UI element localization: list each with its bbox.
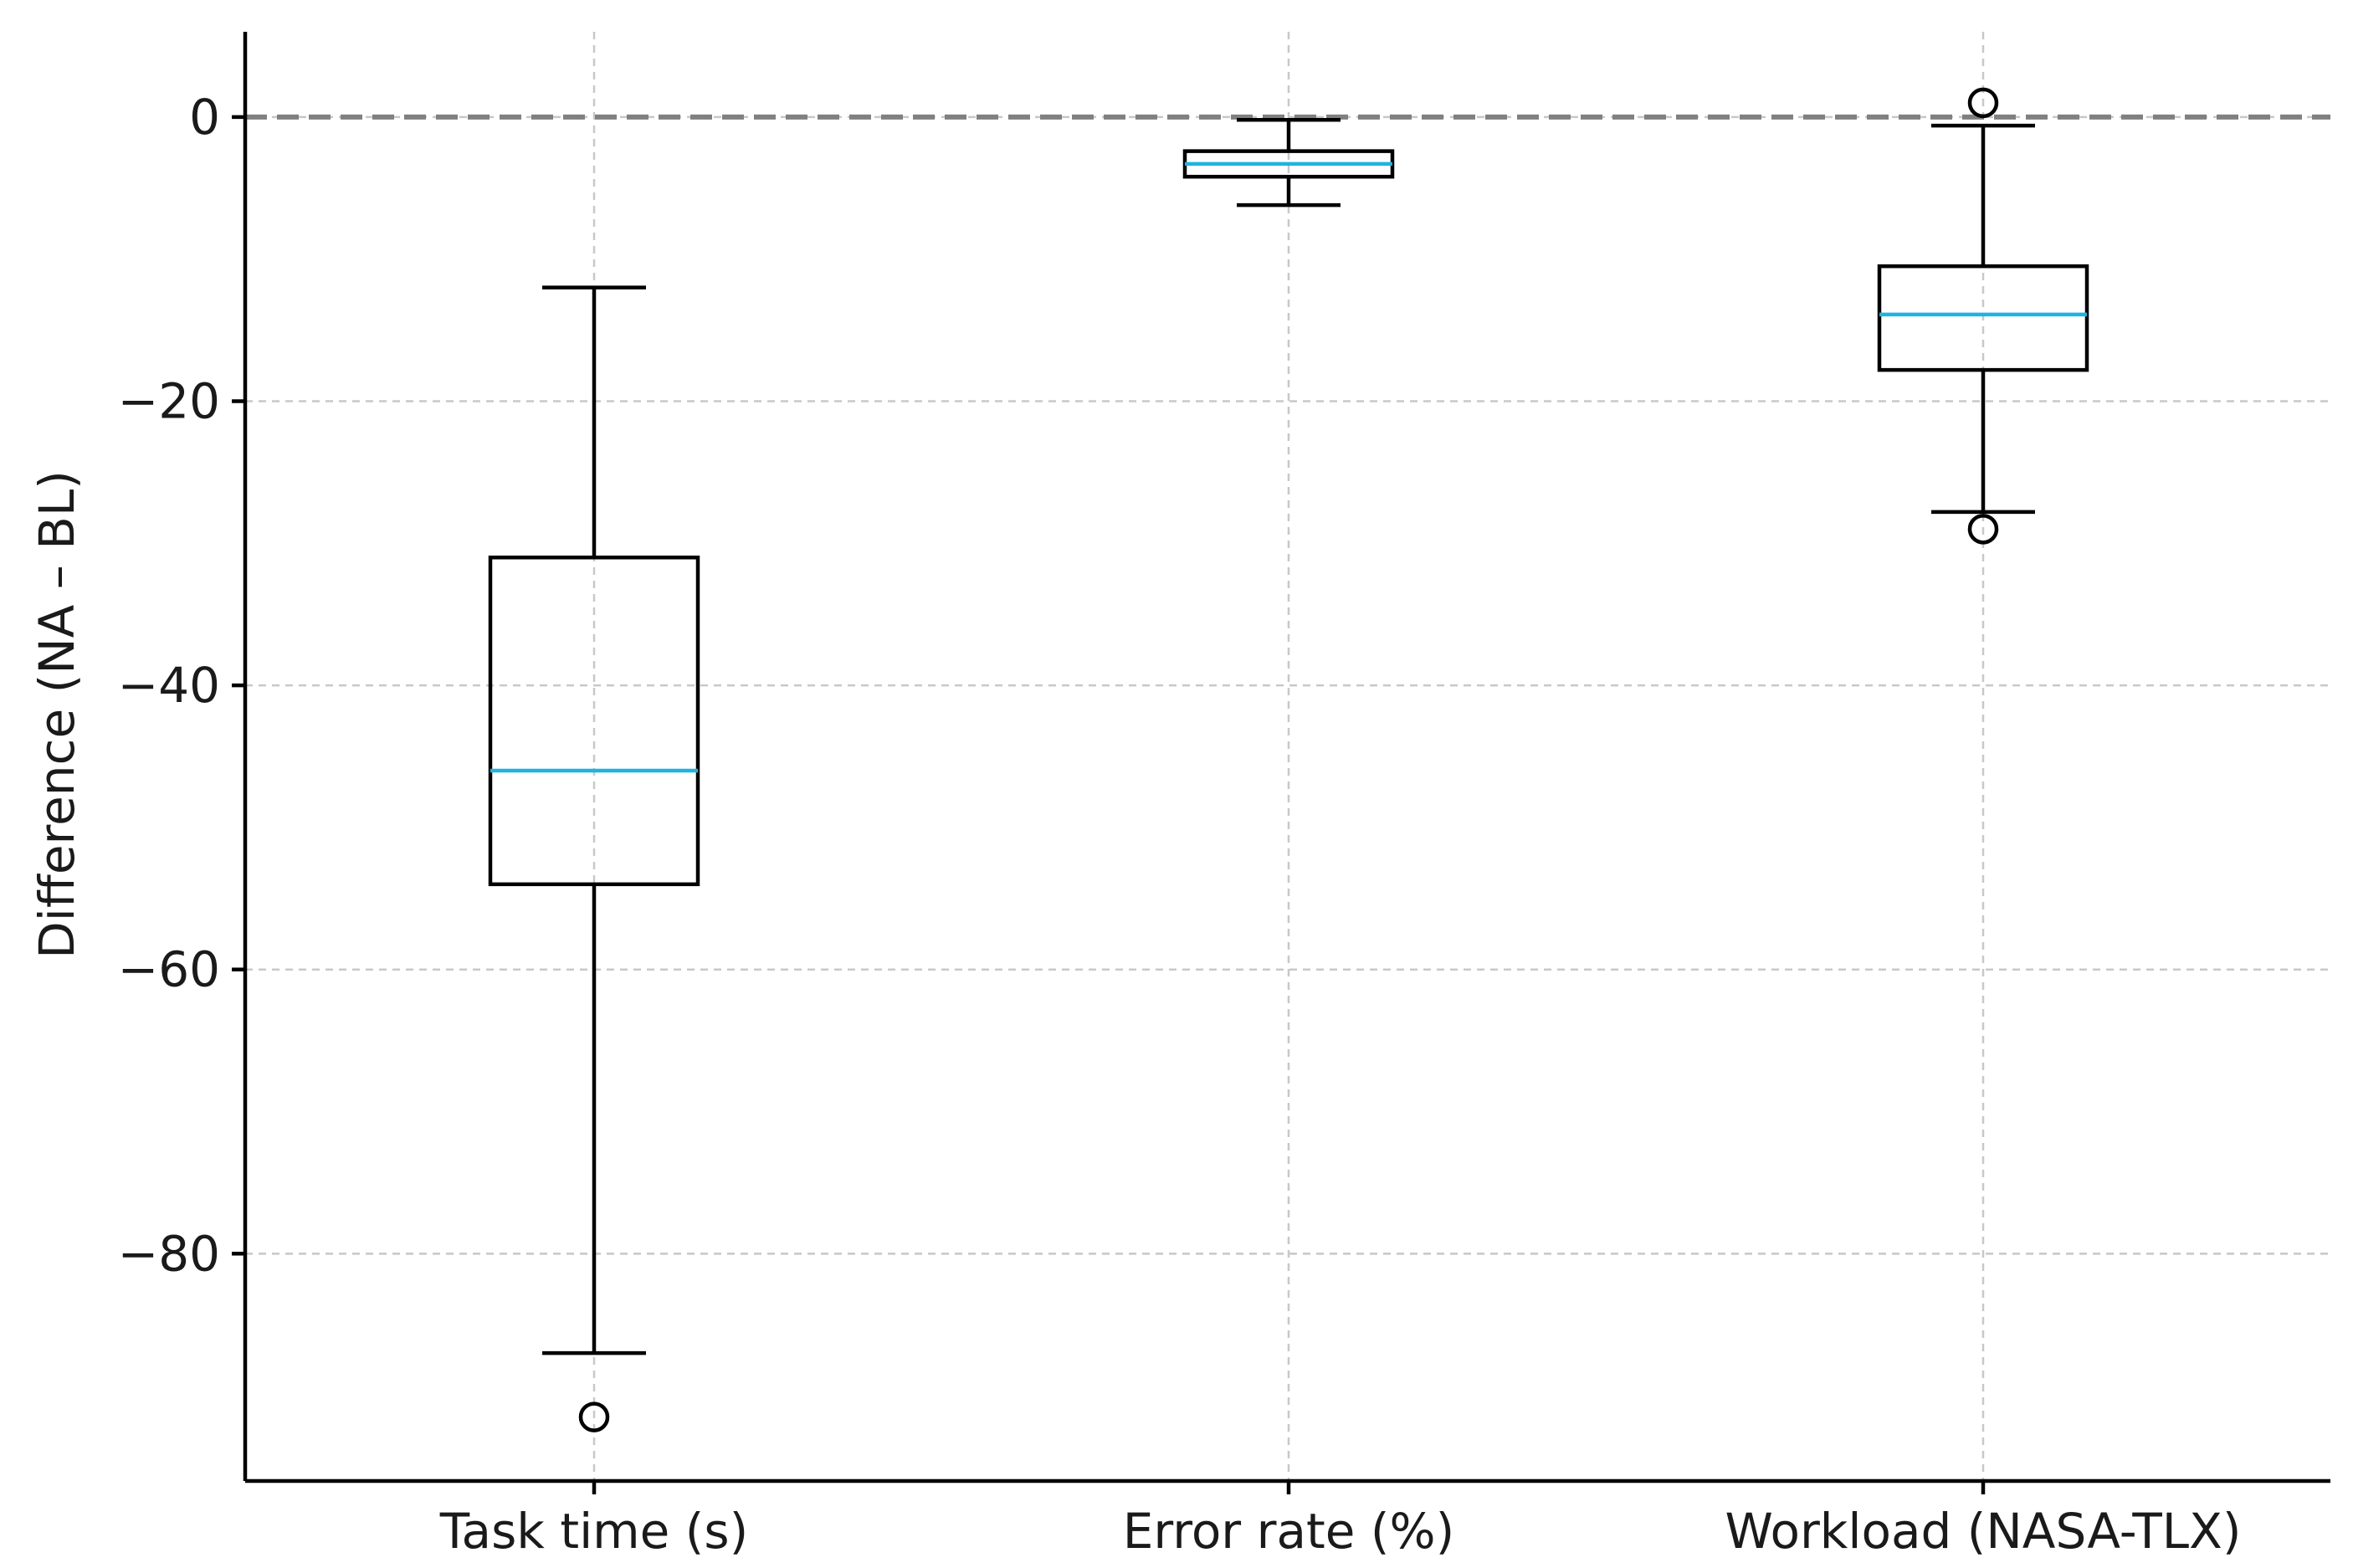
y-tick-label: −20 [118,372,220,429]
box-group [1877,87,2089,545]
y-tick-label: 0 [189,89,220,146]
y-tick-label: −60 [118,941,220,998]
box-iqr [1877,264,2089,372]
outlier-point [1967,87,1999,119]
axes-layer [232,32,2330,1494]
y-tick-label: −40 [118,657,220,714]
grid-layer [245,32,2330,1481]
outlier-point [578,1401,610,1432]
y-tick-label: −80 [118,1225,220,1282]
boxes-layer [488,87,2089,1432]
y-axis-label: Difference (NA – BL) [28,470,85,959]
x-tick-label: Workload (NASA-TLX) [1725,1503,2242,1560]
box-iqr [488,556,700,887]
box-group [488,285,700,1432]
box-group [1182,118,1395,208]
x-tick-label: Error rate (%) [1123,1503,1454,1560]
x-tick-label: Task time (s) [439,1503,749,1560]
labels-layer: 0 −20 −40 −60 −80 Task time (s) Error rate (%)… [28,89,2241,1560]
outlier-point [1967,514,1999,545]
